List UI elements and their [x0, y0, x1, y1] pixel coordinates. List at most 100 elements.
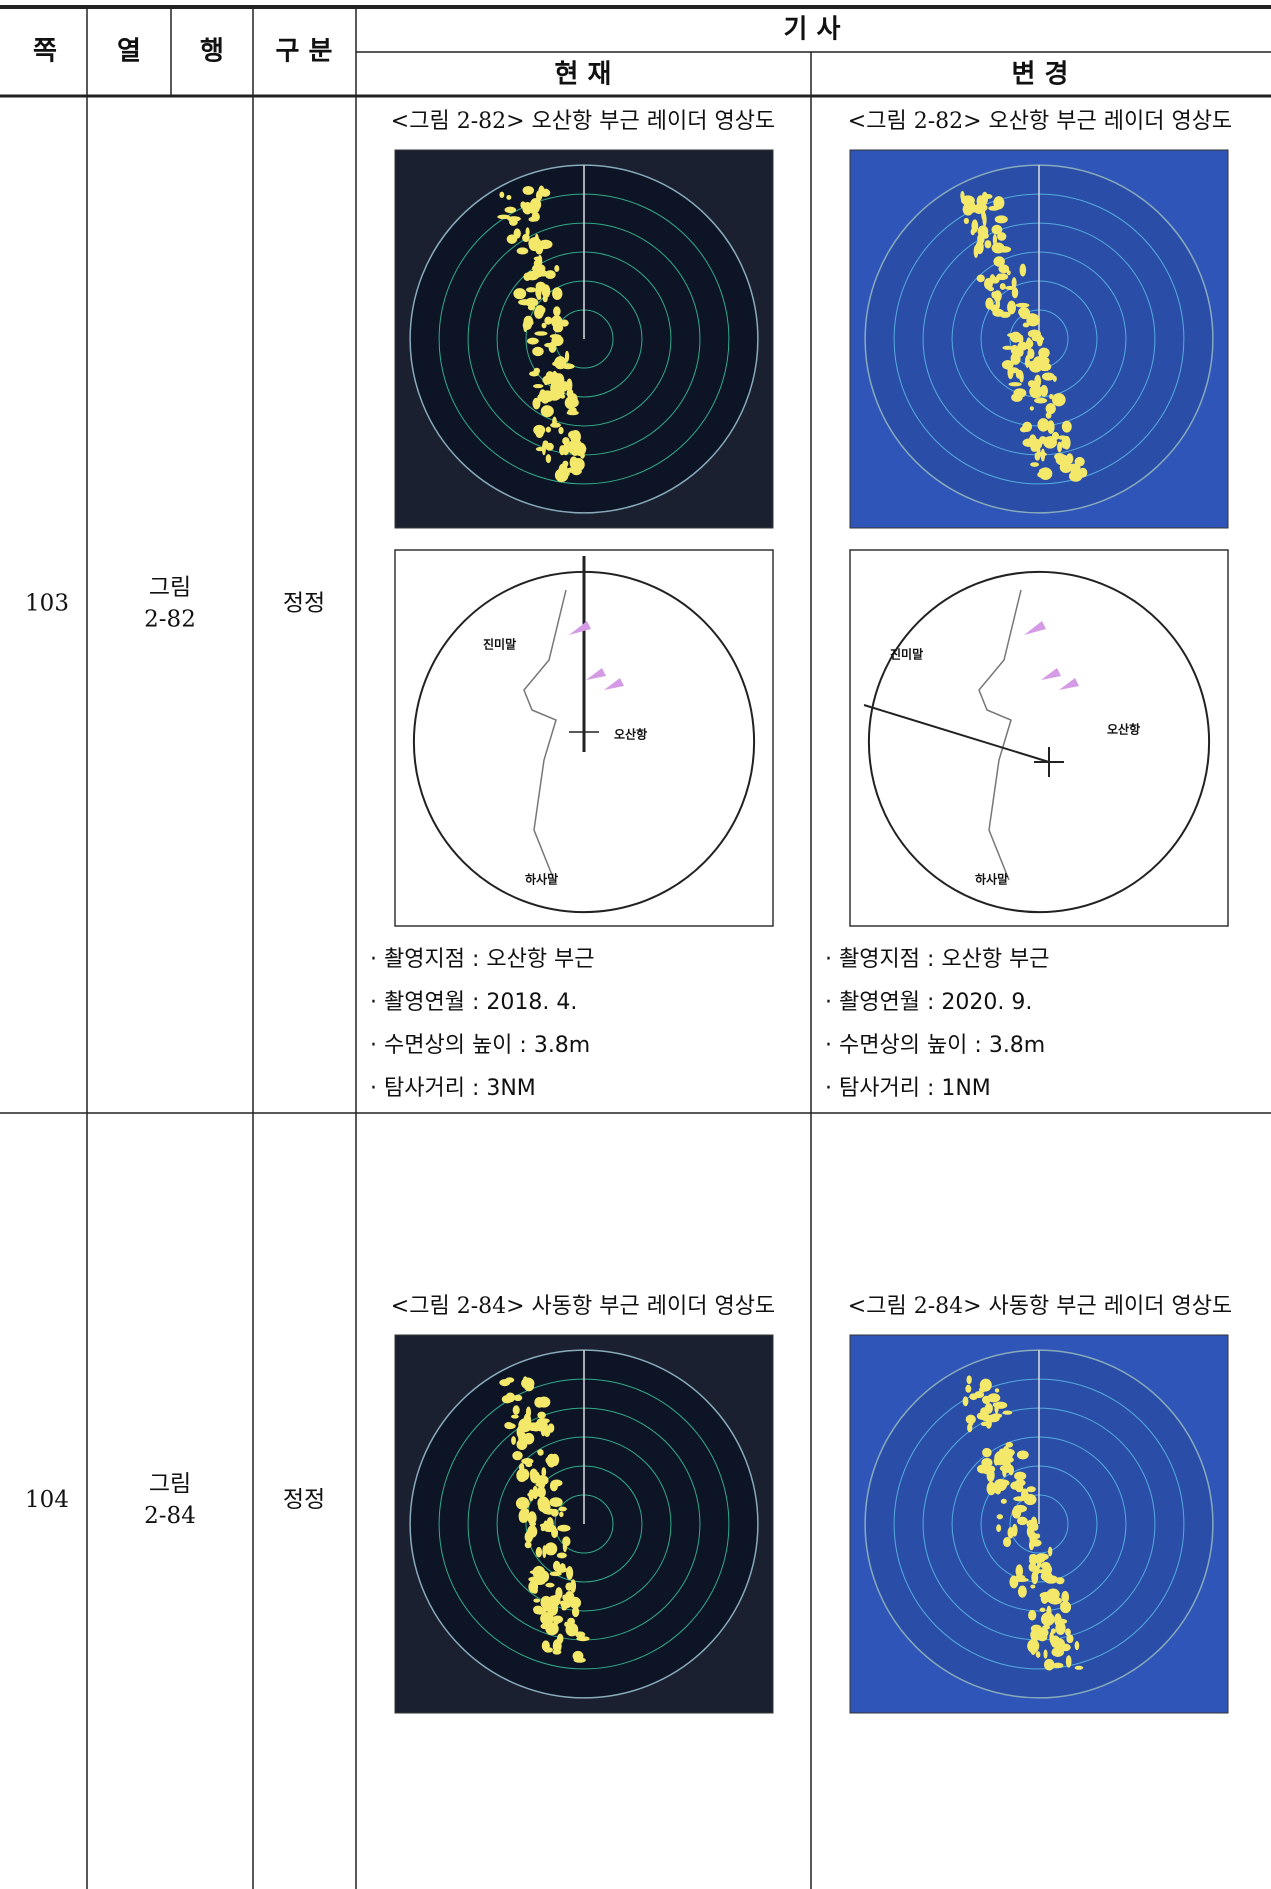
echo	[547, 1423, 555, 1433]
echo	[1028, 1609, 1037, 1621]
echo	[541, 322, 547, 329]
diagram-label: 하사말	[525, 872, 558, 887]
echo	[967, 1423, 973, 1433]
echo	[979, 1378, 992, 1392]
echo	[541, 1467, 547, 1477]
echo	[547, 1518, 553, 1531]
echo	[999, 283, 1006, 290]
echo	[515, 1497, 530, 1510]
echo	[994, 1403, 999, 1414]
diagram-label: 진미말	[483, 637, 516, 652]
echo	[504, 206, 517, 214]
echo	[997, 232, 1007, 241]
header-cell: 구 분	[276, 37, 333, 67]
echo	[1019, 426, 1028, 433]
echo	[541, 284, 551, 299]
figure-ref: 그림	[149, 575, 191, 601]
echo	[1011, 393, 1023, 402]
echo	[535, 446, 544, 452]
echo	[527, 1511, 537, 1525]
echo	[985, 1418, 992, 1429]
echo	[993, 256, 1005, 267]
echo	[527, 1525, 538, 1538]
echo	[541, 1640, 550, 1652]
echo	[539, 188, 551, 197]
echo	[561, 1605, 567, 1611]
echo	[545, 426, 551, 433]
echo	[1014, 1577, 1029, 1582]
echo	[1042, 1624, 1050, 1630]
echo	[1034, 397, 1048, 404]
echo	[551, 1527, 559, 1539]
echo	[534, 307, 544, 319]
echo	[540, 1595, 552, 1610]
echo	[1047, 1546, 1053, 1557]
echo	[1029, 385, 1043, 399]
echo	[1037, 418, 1050, 432]
echo	[1007, 300, 1017, 315]
echo	[558, 426, 564, 435]
echo	[1027, 380, 1036, 388]
echo	[557, 1524, 571, 1532]
header-cell: 열	[117, 37, 141, 67]
echo	[564, 350, 570, 363]
echo	[559, 1563, 566, 1573]
echo	[568, 430, 578, 440]
echo	[1009, 1575, 1019, 1589]
echo	[537, 1449, 543, 1455]
echo	[504, 1422, 514, 1429]
echo	[546, 1453, 557, 1468]
echo	[1019, 263, 1027, 277]
echo	[1017, 1585, 1027, 1598]
info-line: · 촬영연월 : 2020. 9.	[825, 990, 1032, 1015]
header-cell: 쪽	[33, 37, 57, 67]
echo	[529, 1468, 538, 1479]
echo	[537, 1411, 546, 1419]
echo	[552, 361, 566, 367]
echo	[554, 264, 560, 273]
echo	[566, 467, 579, 474]
header-cell: 현 재	[555, 60, 612, 90]
echo	[999, 1464, 1013, 1472]
echo	[987, 1393, 1001, 1403]
echo	[1052, 1662, 1064, 1669]
echo	[538, 239, 553, 250]
echo	[536, 1486, 546, 1498]
echo	[1036, 447, 1041, 454]
echo	[1059, 1643, 1071, 1652]
echo	[532, 346, 544, 357]
echo	[523, 1380, 535, 1392]
marker	[569, 621, 624, 690]
scope-circle	[867, 570, 1211, 914]
echo	[1029, 1553, 1038, 1562]
echo	[1061, 1590, 1070, 1604]
echo	[550, 1508, 559, 1517]
echo	[994, 1388, 1000, 1393]
page-number: 103	[25, 591, 69, 617]
echo	[1061, 420, 1072, 433]
echo	[513, 1394, 523, 1402]
coastline	[978, 589, 1022, 881]
echo	[545, 1582, 555, 1588]
echo	[1051, 431, 1060, 441]
echo	[532, 1605, 544, 1614]
echo	[523, 1413, 532, 1427]
echo	[974, 1391, 985, 1399]
echo	[552, 287, 563, 300]
echo	[1046, 1564, 1053, 1575]
diagram-label: 오산항	[1107, 722, 1140, 737]
echo	[560, 319, 569, 327]
table-lines	[0, 5, 1271, 1889]
echo	[1030, 1584, 1036, 1589]
echo	[984, 240, 992, 249]
echo	[575, 1631, 586, 1638]
echo	[1031, 336, 1045, 342]
echo	[1074, 1641, 1080, 1651]
echo	[535, 1546, 543, 1558]
echo	[532, 263, 546, 274]
echo	[532, 397, 541, 410]
echo	[1040, 384, 1049, 397]
echo	[1038, 350, 1044, 365]
info-line: · 수면상의 높이 : 3.8m	[370, 1033, 590, 1058]
